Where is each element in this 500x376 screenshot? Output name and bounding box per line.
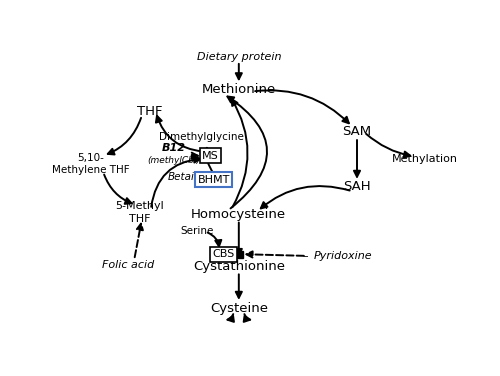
Text: THF: THF [137,105,162,118]
Text: Dietary protein: Dietary protein [196,52,281,62]
Text: Pyridoxine: Pyridoxine [314,251,372,261]
Text: (methylCbl): (methylCbl) [148,156,201,165]
Text: Cysteine: Cysteine [210,302,268,315]
Text: Folic acid: Folic acid [102,259,154,270]
Text: Serine: Serine [180,226,214,236]
Text: SAH: SAH [343,180,371,194]
Text: BHMT: BHMT [198,175,230,185]
Text: –: – [304,251,312,261]
Text: Homocysteine: Homocysteine [191,208,286,221]
Text: Betaine: Betaine [168,172,207,182]
Text: SAM: SAM [342,126,372,138]
Text: Methionine: Methionine [202,83,276,96]
FancyBboxPatch shape [234,251,242,258]
Text: 5,10-
Methylene THF: 5,10- Methylene THF [52,153,129,175]
Text: B12: B12 [162,143,186,153]
Text: 5-Methyl
THF: 5-Methyl THF [116,201,164,224]
Text: Dimethylglycine: Dimethylglycine [159,132,244,142]
Text: MS: MS [202,151,219,161]
Text: Methylation: Methylation [392,155,458,164]
Text: Cystathionine: Cystathionine [193,260,285,273]
Text: CBS: CBS [212,249,234,259]
